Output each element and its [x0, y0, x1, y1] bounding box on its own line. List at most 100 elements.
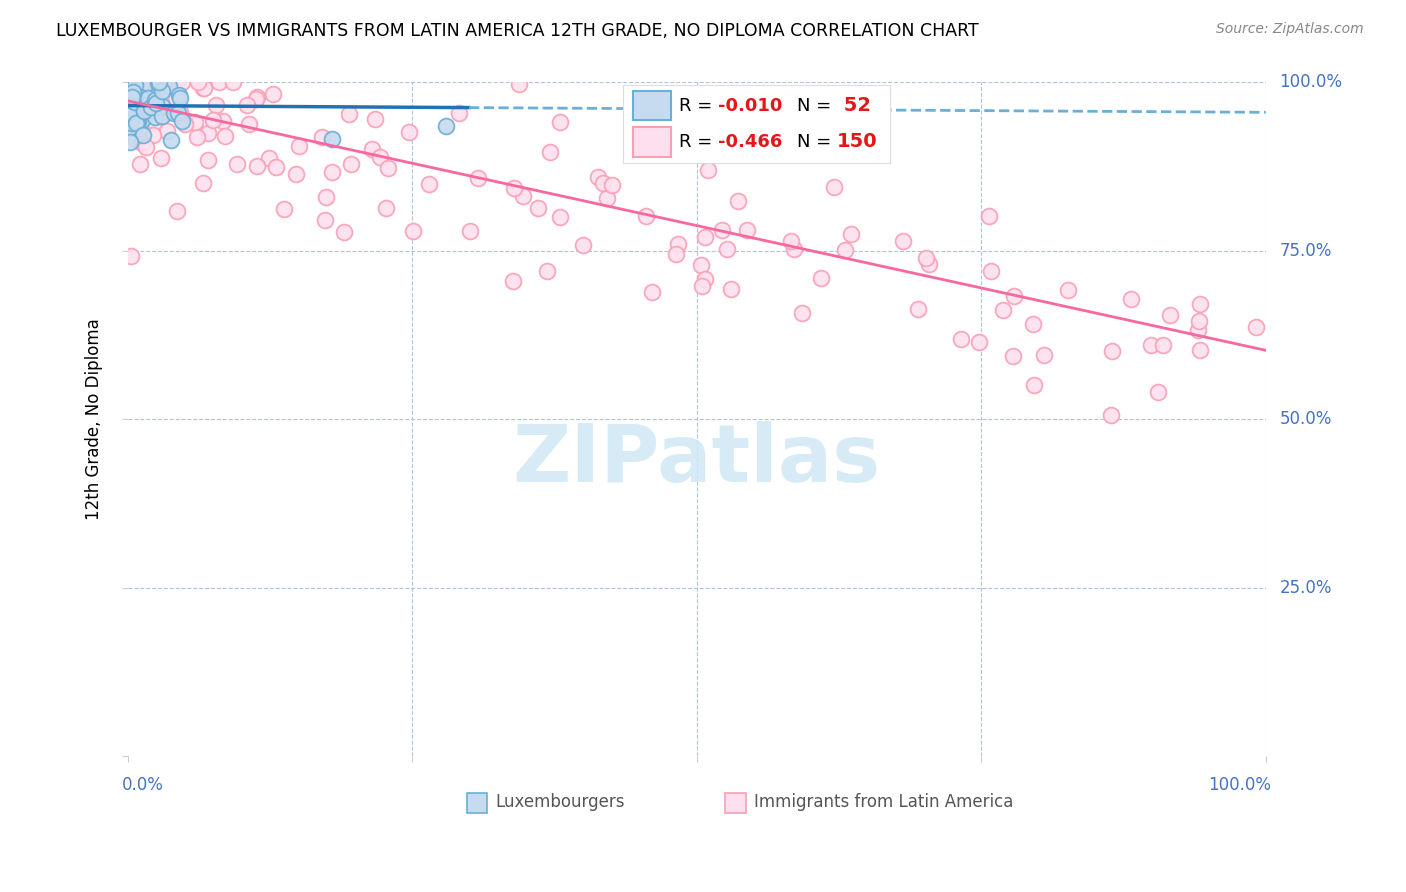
Point — [1002, 288, 1025, 302]
Point — [907, 301, 929, 316]
Point — [166, 204, 188, 219]
Point — [191, 81, 214, 95]
Point — [118, 90, 141, 104]
Point — [125, 114, 148, 128]
Point — [135, 140, 157, 154]
Point — [121, 90, 143, 104]
Point — [121, 85, 143, 99]
Point — [150, 99, 173, 113]
Point — [188, 75, 211, 89]
Point — [918, 257, 941, 271]
Point — [969, 334, 991, 349]
Point — [118, 75, 141, 89]
Point — [720, 281, 742, 295]
Point — [512, 188, 534, 202]
Point — [163, 106, 186, 120]
Text: Source: ZipAtlas.com: Source: ZipAtlas.com — [1216, 22, 1364, 37]
Point — [311, 129, 333, 144]
Point — [467, 171, 489, 186]
Text: 75.0%: 75.0% — [1279, 242, 1331, 260]
Point — [1099, 408, 1122, 422]
Point — [122, 94, 145, 108]
Point — [666, 236, 689, 251]
Point — [1146, 384, 1168, 399]
Point — [458, 223, 481, 237]
Point — [418, 177, 440, 191]
Point — [129, 89, 152, 103]
Point — [148, 75, 170, 89]
Point — [315, 189, 337, 203]
Point — [839, 227, 862, 242]
Point — [225, 157, 247, 171]
Point — [125, 75, 148, 89]
Point — [1057, 283, 1080, 297]
Point — [131, 80, 153, 95]
Point — [915, 252, 938, 266]
Point — [155, 124, 177, 138]
Point — [159, 75, 181, 89]
Point — [124, 90, 146, 104]
Point — [716, 242, 738, 256]
Point — [131, 136, 153, 151]
Point — [402, 224, 425, 238]
Point — [665, 247, 688, 261]
Point — [1001, 349, 1024, 363]
Point — [128, 156, 150, 170]
Point — [124, 109, 146, 123]
Point — [169, 91, 191, 105]
Point — [122, 75, 145, 89]
Point — [1189, 343, 1212, 358]
Point — [157, 105, 180, 120]
Point — [172, 113, 194, 128]
Point — [503, 181, 526, 195]
Point — [790, 306, 813, 320]
Point — [337, 107, 360, 121]
Point — [527, 201, 550, 215]
Point — [143, 115, 166, 129]
Point — [187, 75, 209, 89]
Point — [124, 95, 146, 110]
Point — [122, 99, 145, 113]
Point — [165, 91, 187, 105]
Point — [246, 90, 269, 104]
Point — [536, 264, 558, 278]
Point — [695, 272, 717, 286]
Text: ZIPatlas: ZIPatlas — [513, 420, 880, 499]
Point — [284, 167, 307, 181]
Point — [139, 100, 162, 114]
Point — [145, 93, 167, 107]
Point — [122, 87, 145, 102]
Point — [1140, 338, 1163, 352]
Point — [288, 138, 311, 153]
Point — [264, 161, 287, 175]
Point — [695, 230, 717, 244]
Point — [977, 210, 1000, 224]
Point — [364, 112, 387, 126]
Point — [434, 119, 457, 133]
Point — [122, 110, 145, 124]
Point — [696, 163, 718, 178]
Point — [131, 112, 153, 127]
Point — [993, 303, 1015, 318]
Text: Immigrants from Latin America: Immigrants from Latin America — [754, 793, 1012, 811]
Point — [142, 128, 165, 143]
Text: 25.0%: 25.0% — [1279, 579, 1331, 597]
Point — [950, 332, 973, 346]
Point — [257, 151, 280, 165]
Point — [135, 96, 157, 111]
Point — [157, 79, 180, 94]
Point — [502, 274, 524, 288]
Point — [143, 100, 166, 114]
Point — [121, 82, 143, 96]
Point — [186, 129, 208, 144]
Point — [235, 98, 257, 112]
Point — [238, 117, 260, 131]
Point — [980, 263, 1002, 277]
Point — [120, 128, 142, 143]
Point — [167, 105, 190, 120]
Point — [262, 87, 284, 102]
Point — [1159, 308, 1181, 322]
Point — [596, 191, 619, 205]
Point — [273, 202, 295, 216]
Point — [212, 114, 235, 128]
